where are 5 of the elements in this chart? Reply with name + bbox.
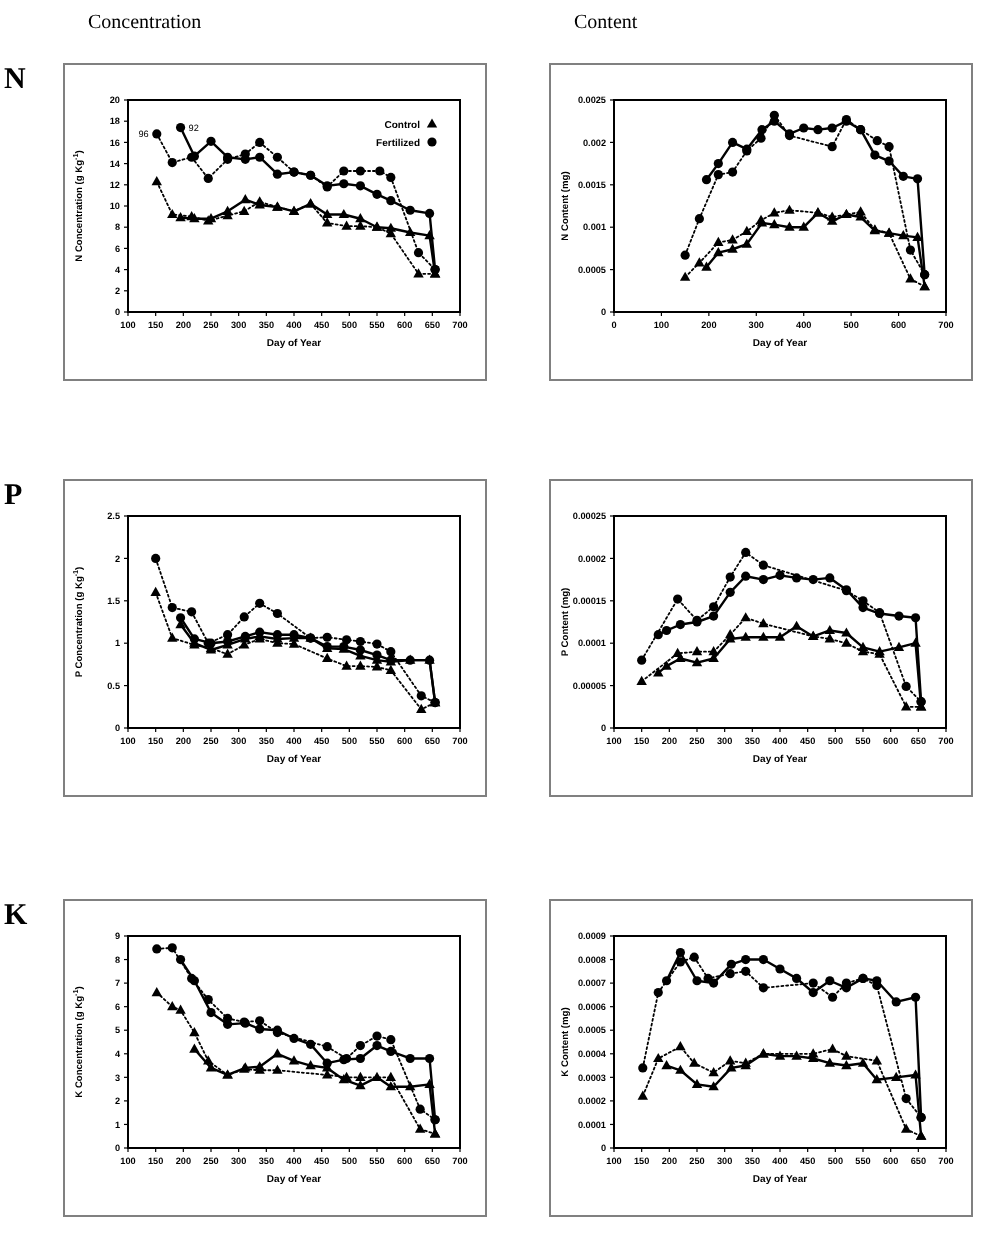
text: P (4, 480, 23, 512)
text: N (4, 64, 26, 96)
text: K (4, 900, 28, 932)
chart-title: Content (574, 12, 638, 34)
chart-title: Concentration (88, 12, 202, 34)
